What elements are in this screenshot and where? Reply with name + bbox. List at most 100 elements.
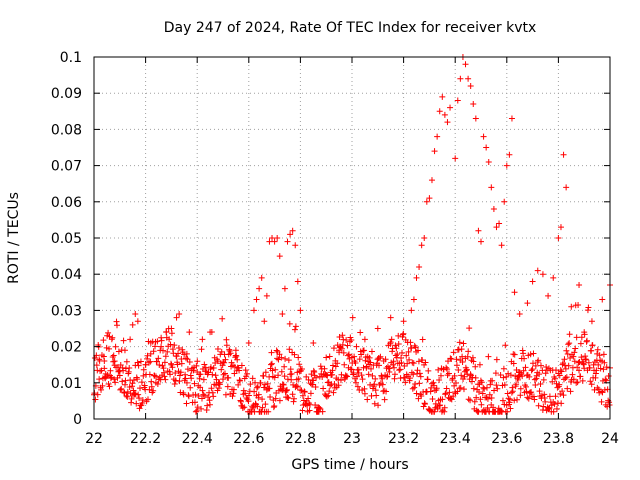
data-point [419, 336, 426, 343]
data-point [332, 363, 339, 370]
data-point [565, 362, 572, 369]
data-point [129, 321, 136, 328]
data-point [559, 388, 566, 395]
data-point [339, 341, 346, 348]
data-point [172, 370, 179, 377]
data-point [472, 374, 479, 381]
data-point [254, 403, 261, 410]
data-point [447, 355, 454, 362]
data-point [600, 366, 607, 373]
data-point [553, 405, 560, 412]
data-point [478, 401, 485, 408]
data-point [581, 329, 588, 336]
data-point [196, 375, 203, 382]
data-point [184, 366, 191, 373]
data-point [233, 352, 240, 359]
data-point [335, 382, 342, 389]
data-point [527, 351, 534, 358]
data-point [340, 349, 347, 356]
data-point [509, 388, 516, 395]
data-point [215, 385, 222, 392]
data-point [597, 365, 604, 372]
data-point [558, 400, 565, 407]
x-tick-label: 22.4 [182, 431, 213, 447]
data-point [492, 370, 499, 377]
data-point [563, 374, 570, 381]
data-point [411, 384, 418, 391]
data-point [360, 347, 367, 354]
data-point [166, 336, 173, 343]
data-point [484, 395, 491, 402]
data-point [504, 390, 511, 397]
data-point [176, 378, 183, 385]
data-point [569, 371, 576, 378]
data-point [326, 353, 333, 360]
data-point [353, 343, 360, 350]
data-point [345, 352, 352, 359]
data-point [478, 379, 485, 386]
data-point [286, 346, 293, 353]
data-point [168, 330, 175, 337]
data-point [550, 274, 557, 281]
data-point [344, 342, 351, 349]
data-point [119, 378, 126, 385]
data-point [134, 318, 141, 325]
data-point [420, 403, 427, 410]
data-point [573, 379, 580, 386]
data-point [416, 380, 423, 387]
data-point [222, 391, 229, 398]
data-point [536, 371, 543, 378]
data-point [425, 367, 432, 374]
data-point [109, 334, 116, 341]
data-point [238, 362, 245, 369]
data-point [349, 354, 355, 361]
data-point [491, 387, 498, 394]
data-point [511, 289, 518, 296]
data-point [569, 364, 576, 371]
data-point [598, 388, 605, 395]
data-point [111, 358, 118, 365]
data-point [388, 336, 395, 343]
data-point [266, 238, 273, 245]
data-point [140, 372, 147, 379]
x-tick-label: 22 [85, 431, 103, 447]
data-point [156, 362, 163, 369]
data-point [262, 401, 269, 408]
data-point [556, 381, 563, 388]
data-point [503, 373, 510, 380]
data-point [473, 394, 480, 401]
x-tick-label: 22.2 [130, 431, 161, 447]
data-point [524, 394, 531, 401]
y-tick-label: 0.01 [51, 376, 82, 392]
data-point [416, 370, 423, 377]
data-point [231, 363, 238, 370]
data-point [130, 387, 137, 394]
data-point [199, 387, 206, 394]
y-tick-label: 0.02 [51, 340, 82, 356]
data-point [307, 390, 314, 397]
data-point [284, 376, 291, 383]
data-point [514, 396, 521, 403]
data-point [118, 385, 125, 392]
data-point [191, 380, 198, 387]
data-point [523, 388, 530, 395]
data-point [452, 379, 459, 386]
data-point [421, 235, 428, 241]
data-point [528, 367, 535, 374]
data-point [261, 318, 268, 325]
data-point [287, 231, 294, 238]
data-point [167, 341, 174, 348]
data-point [216, 381, 223, 388]
data-point [268, 349, 275, 356]
y-tick-label: 0.09 [51, 86, 82, 102]
data-point [359, 376, 366, 383]
x-tick-label: 23.8 [543, 431, 574, 447]
data-point [147, 358, 154, 365]
data-point [171, 342, 178, 349]
data-point [522, 364, 529, 371]
data-point [151, 372, 158, 379]
data-point [540, 403, 547, 410]
data-point [145, 359, 152, 366]
data-point [269, 367, 276, 374]
data-point [423, 198, 430, 205]
